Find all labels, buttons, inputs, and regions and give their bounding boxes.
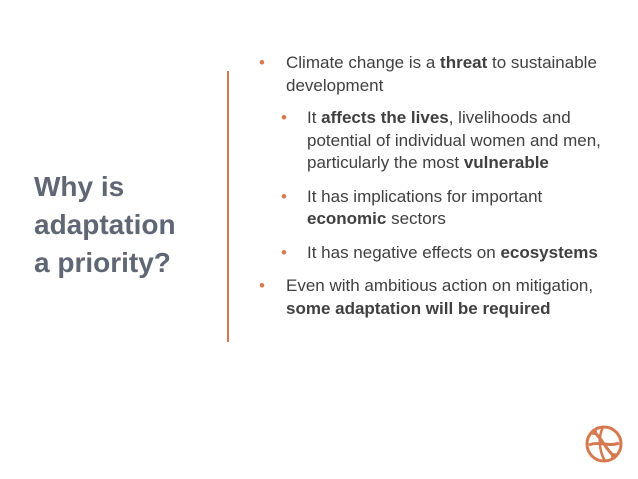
list-item: • It affects the lives, livelihoods and … — [255, 107, 625, 175]
emphasis-text: ecosystems — [500, 242, 598, 262]
list-item: • Even with ambitious action on mitigati… — [255, 275, 625, 320]
bullet-text: It affects the lives, livelihoods and po… — [307, 107, 625, 175]
text-run: Even with ambitious action on mitigation… — [286, 276, 594, 295]
text-run: It — [307, 108, 322, 127]
text-run: It has implications for important — [307, 186, 543, 206]
text-run: sectors — [386, 209, 446, 228]
title-line: a priority? — [34, 247, 171, 278]
title-line: Why is — [34, 171, 125, 202]
text-run: to sustainable development — [286, 53, 597, 95]
emphasis-text: vulnerable — [463, 153, 549, 172]
bullet-list: • Climate change is a threat to sustaina… — [255, 52, 625, 320]
list-item: • It has negative effects on ecosystems — [255, 242, 625, 265]
bullet-text: It has implications for important econom… — [307, 186, 625, 231]
list-item: • It has implications for important econ… — [255, 186, 625, 231]
text-run: It has negative effects on — [307, 242, 501, 262]
bullet-text: Even with ambitious action on mitigation… — [286, 275, 625, 320]
title-line: adaptation — [34, 209, 176, 240]
bullet-text: Climate change is a threat to sustainabl… — [286, 52, 625, 97]
bullet-marker: • — [281, 186, 287, 206]
emphasis-text: some adaptation will be required — [286, 298, 551, 318]
emphasis-text: threat — [440, 53, 488, 72]
bullet-marker: • — [281, 242, 287, 262]
emphasis-text: affects the lives — [321, 108, 449, 127]
bullet-text: It has negative effects on ecosystems — [307, 242, 625, 265]
slide-title: Why is adaptation a priority? — [34, 168, 224, 282]
vertical-divider — [227, 71, 229, 342]
text-run: Climate change is a — [286, 53, 441, 72]
list-item: • Climate change is a threat to sustaina… — [255, 52, 625, 97]
bullet-marker: • — [281, 108, 287, 127]
emphasis-text: economic — [307, 209, 387, 228]
bullet-marker: • — [259, 276, 265, 295]
bullet-marker: • — [259, 53, 265, 72]
globe-icon — [585, 425, 623, 463]
text-run: , livelihoods and potential of individua… — [307, 108, 601, 172]
